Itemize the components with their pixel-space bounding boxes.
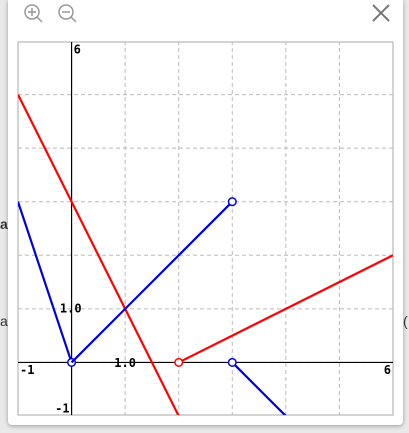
open-point [227, 197, 237, 207]
line [231, 361, 287, 415]
close-button[interactable] [372, 4, 390, 22]
y-tick-label: 1.0 [60, 301, 82, 315]
toolbar [24, 4, 390, 23]
x-tick-label: -1 [20, 363, 34, 377]
y-tick-label: 6 [74, 43, 81, 57]
open-point [227, 357, 237, 367]
x-tick-label: 1.0 [114, 356, 136, 370]
line [70, 200, 234, 364]
zoom-in[interactable] [24, 4, 43, 23]
line [178, 254, 393, 364]
zoom-out[interactable] [58, 4, 77, 23]
background-text: a [0, 313, 8, 329]
graph-popup: -1 1.0 6 -1 1.0 6 [8, 0, 403, 425]
open-point [174, 357, 184, 367]
line [18, 94, 180, 415]
background-text: ( [403, 313, 408, 329]
x-tick-label: 6 [384, 363, 391, 377]
chart: -1 1.0 6 -1 1.0 6 [17, 41, 394, 416]
background-text: a [0, 216, 8, 232]
y-tick-label: -1 [55, 402, 69, 416]
line [18, 201, 73, 363]
